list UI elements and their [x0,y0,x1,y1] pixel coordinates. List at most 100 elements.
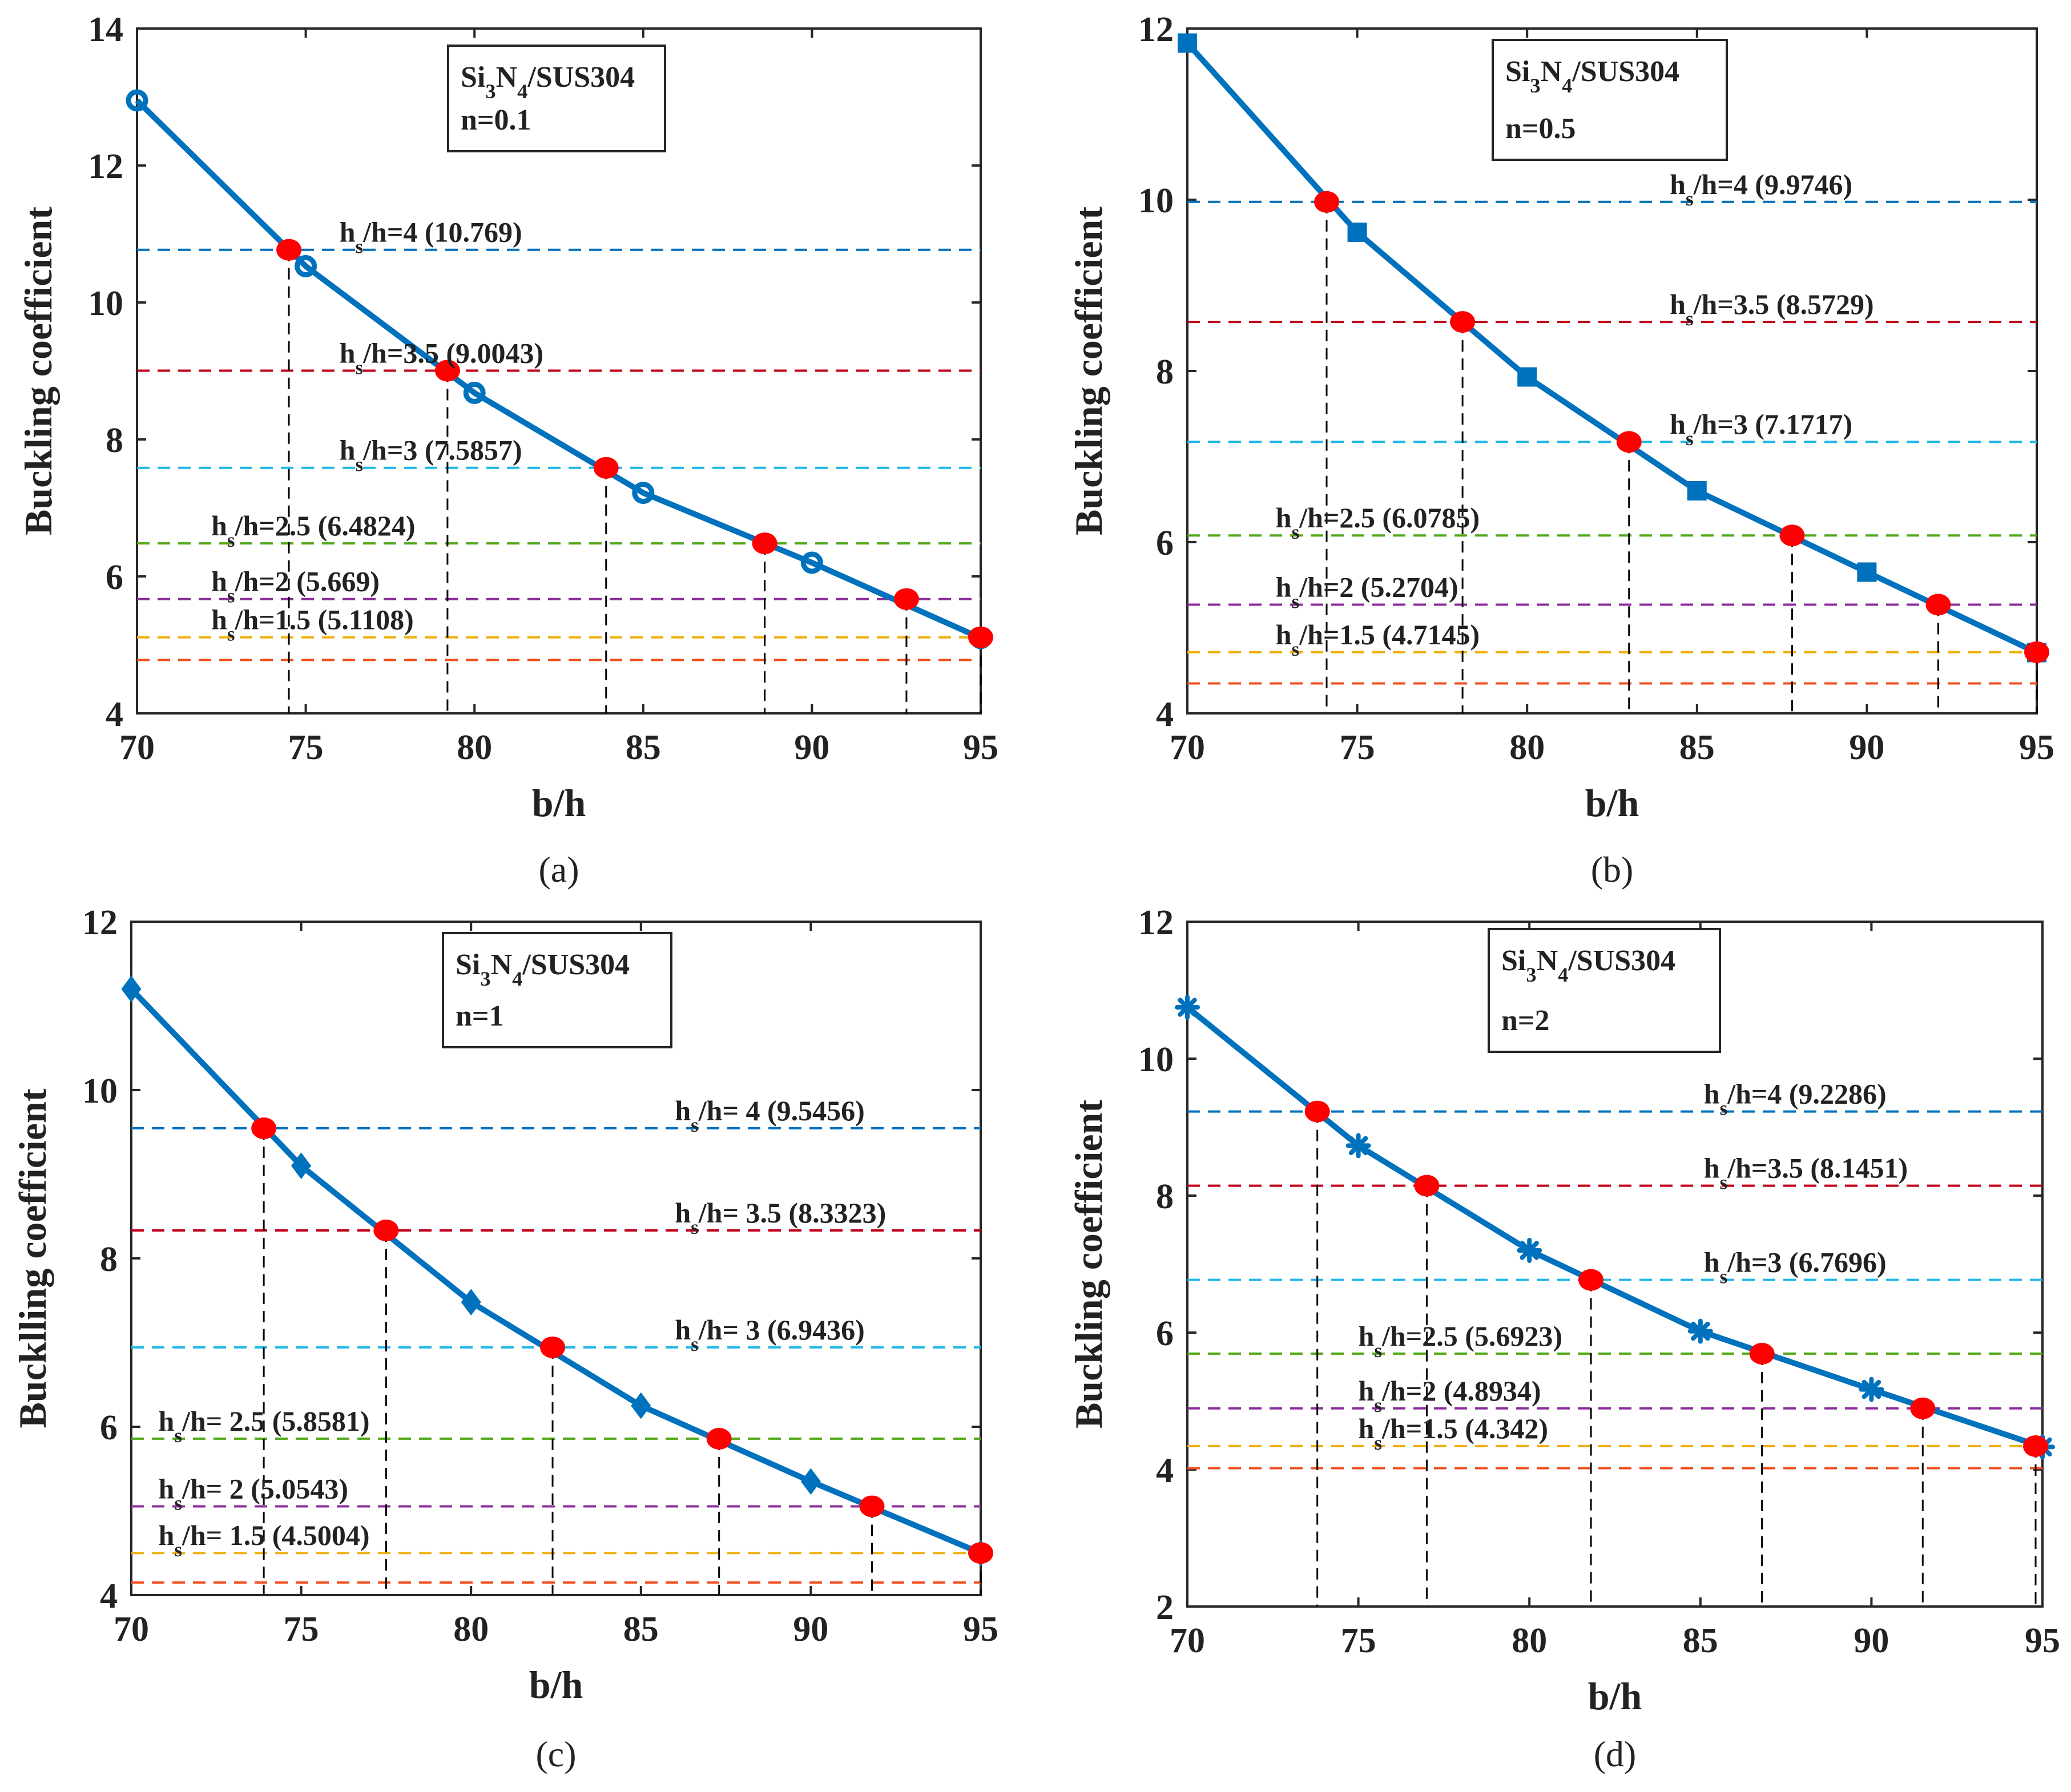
x-tick-label: 70 [1170,1621,1205,1660]
panel-caption: (a) [538,849,579,890]
panel-c: 70 75 80 85 90 95 4 6 8 10 12 b/h Bucklling coeffici… [11,903,998,1774]
data-point [1859,1377,1884,1402]
x-axis-label: b/h [529,1663,583,1706]
index-label: n=0.5 [1505,112,1576,145]
reference-line-label: hs/h= 3.5 (8.3323) [675,1197,886,1238]
intersection-point [1450,311,1476,333]
x-tick-label: 95 [2025,1621,2060,1660]
data-point [1517,1238,1542,1263]
data-point [121,975,142,1003]
x-tick-label: 95 [2019,728,2054,767]
data-point [291,1152,312,1180]
reference-line-label: hs/h= 3 (6.9436) [675,1314,864,1355]
material-label: Si3N4/SUS304 [1501,945,1675,986]
y-tick-label: 4 [100,1577,118,1616]
reference-line-label: hs/h=2 (5.2704) [1276,571,1458,612]
x-tick-label: 80 [453,1610,489,1649]
data-point [1175,995,1200,1020]
info-box [447,45,666,152]
y-tick-label: 10 [1138,181,1174,220]
reference-line-label: hs/h=2 (4.8934) [1359,1375,1541,1416]
y-tick-label: 6 [1156,1314,1174,1353]
panel-caption: (b) [1591,849,1634,890]
x-tick-label: 90 [1849,728,1884,767]
x-tick-label: 70 [114,1610,149,1649]
y-tick-label: 12 [1138,903,1174,942]
x-tick-label: 85 [623,1610,659,1649]
data-point [1687,481,1707,501]
y-tick-label: 4 [1156,695,1174,734]
data-point [1517,367,1537,387]
x-tick-label: 85 [626,728,661,767]
data-point [1178,33,1197,53]
data-point [1857,562,1877,582]
data-point [461,1289,481,1316]
x-tick-label: 80 [1509,728,1545,767]
reference-line-label: hs/h=2.5 (5.6923) [1359,1320,1562,1362]
reference-line-label: hs/h= 4 (9.5456) [675,1095,864,1136]
info-box [1488,928,1721,1053]
reference-line-label: hs/h=4 (10.769) [340,216,522,258]
intersection-point [1749,1342,1775,1365]
intersection-point [752,532,777,555]
x-tick-label: 85 [1679,728,1715,767]
panel-caption: (d) [1594,1734,1637,1774]
reference-line-label: hs/h=1.5 (4.7145) [1276,619,1480,660]
x-tick-label: 70 [1170,728,1205,767]
reference-line-label: hs/h= 2 (5.0543) [159,1472,348,1514]
y-tick-label: 14 [88,10,123,49]
index-label: n=1 [456,1000,504,1032]
y-tick-label: 12 [1138,10,1174,49]
reference-line-label: hs/h=2.5 (6.4824) [211,510,415,551]
data-point [1687,1318,1713,1344]
intersection-point [276,239,302,261]
panel-b: 70 75 80 85 90 95 4 6 8 10 12 b/h Buckling coefficie… [1067,10,2054,890]
y-tick-label: 2 [1156,1588,1174,1627]
x-tick-label: 90 [1854,1621,1889,1660]
x-tick-label: 95 [963,1610,998,1649]
panel-d: 70 75 80 85 90 95 2 4 6 8 10 12 b/h Buckling coeffici… [1067,903,2060,1774]
reference-line-label: hs/h=3.5 (8.1451) [1704,1152,1908,1194]
intersection-point [968,1542,993,1564]
reference-line-label: hs/h= 2.5 (5.8581) [159,1405,370,1447]
reference-line-label: hs/h=3 (6.7696) [1704,1246,1887,1288]
x-axis-label: b/h [532,781,586,825]
data-point [126,89,148,112]
y-tick-label: 8 [1156,1177,1174,1216]
intersection-point [1779,524,1805,547]
panel-a: 70 75 80 85 90 95 4 6 8 10 12 14 b/h Buckling coeffic… [17,10,998,890]
y-tick-label: 6 [100,1408,118,1447]
info-box [1492,39,1728,161]
reference-line-label: hs/h=4 (9.9746) [1670,168,1852,210]
intersection-point [251,1117,277,1140]
data-point [463,381,486,404]
y-tick-label: 8 [100,1240,118,1279]
y-tick-label: 4 [106,695,123,734]
intersection-point [859,1495,885,1517]
x-tick-label: 75 [288,728,324,767]
material-label: Si3N4/SUS304 [456,949,630,990]
reference-line-label: hs/h=1.5 (5.1108) [211,604,414,645]
x-tick-label: 70 [119,728,155,767]
data-point [631,1392,651,1419]
data-point [295,255,317,277]
info-box [442,932,672,1048]
y-tick-label: 8 [106,421,123,460]
reference-line-label: hs/h=2 (5.669) [211,566,380,607]
intersection-point [968,626,993,648]
intersection-point [1578,1269,1604,1291]
x-tick-label: 90 [793,1610,828,1649]
y-tick-label: 10 [82,1072,118,1111]
index-label: n=0.1 [461,104,531,136]
reference-line-label: hs/h=3 (7.1717) [1670,408,1852,450]
y-tick-label: 10 [88,284,123,323]
intersection-point [893,588,919,610]
y-axis-label: Bucklling coefficient [11,1088,54,1428]
x-axis-label: b/h [1585,781,1639,825]
reference-line-label: hs/h=3 (7.5857) [340,434,522,476]
reference-line-label: hs/h=4 (9.2286) [1704,1078,1887,1120]
reference-line-label: hs/h=1.5 (4.342) [1359,1412,1548,1454]
reference-line-label: hs/h=2.5 (6.0785) [1276,502,1480,543]
x-tick-label: 80 [1512,1621,1547,1660]
y-tick-label: 4 [1156,1451,1174,1490]
